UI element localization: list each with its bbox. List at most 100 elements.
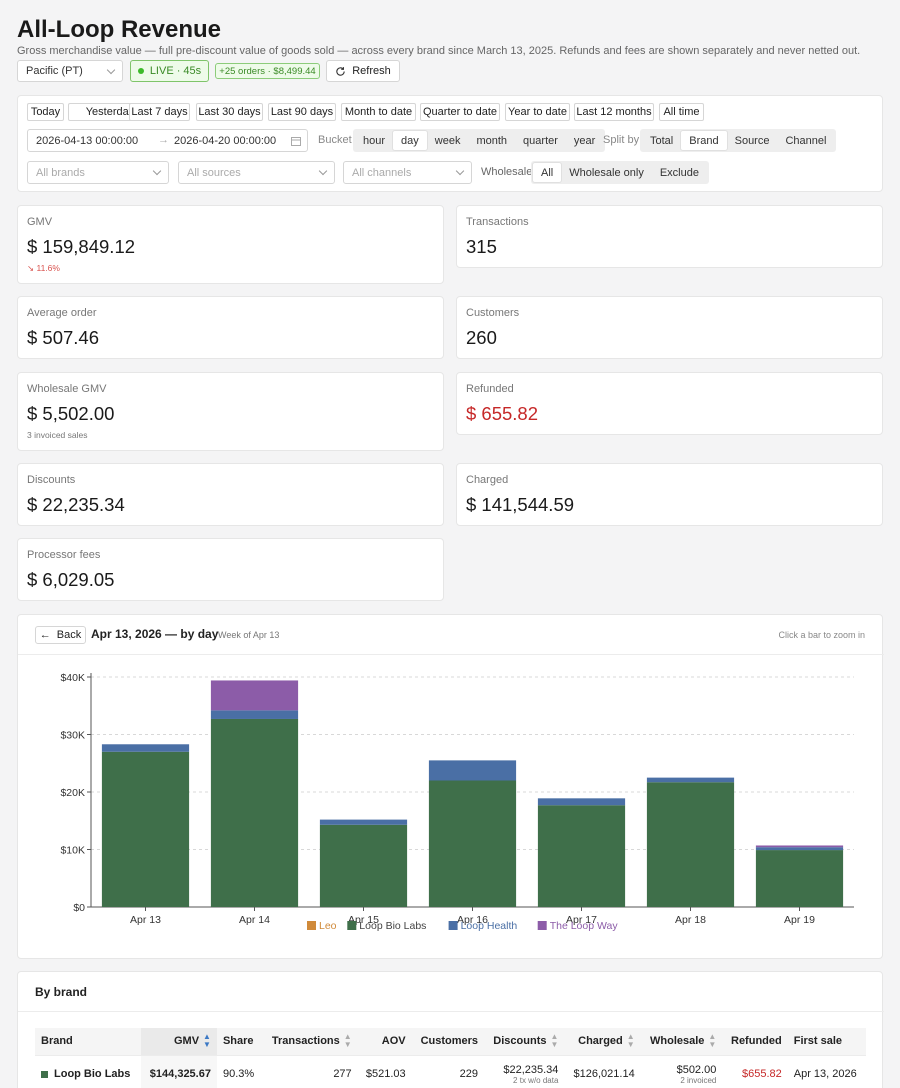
trend-down-badge: ↘ 11.6% <box>27 263 60 274</box>
col-wholesale-label: Wholesale <box>650 1035 705 1048</box>
bar-segment[interactable] <box>210 680 299 711</box>
calendar-icon <box>291 137 301 146</box>
metric-average-order: Average order $ 507.46 <box>17 296 444 359</box>
x-tick-label: Apr 18 <box>675 914 706 926</box>
sort-desc-icon: ▲ ▼ <box>203 1032 211 1050</box>
preset-last-30-days[interactable]: Last 30 days <box>196 103 263 121</box>
bar-segment[interactable] <box>646 777 735 783</box>
bar-segment[interactable] <box>755 850 844 907</box>
metric-sub: 3 invoiced sales <box>27 430 88 440</box>
chevron-down-icon <box>106 65 116 74</box>
metric-value: $ 5,502.00 <box>27 403 115 424</box>
bar-segment[interactable] <box>428 760 517 781</box>
arrow-right-icon: → <box>158 134 169 146</box>
table-title: By brand <box>35 985 88 999</box>
col-wholesale[interactable]: Wholesale ▲ ▼ <box>640 1028 723 1055</box>
bar-segment[interactable] <box>537 798 626 806</box>
date-range-picker[interactable]: 2026-04-13 00:00:00 → 2026-04-20 00:00:0… <box>27 129 308 152</box>
col-customers[interactable]: Customers <box>411 1028 485 1055</box>
table-row[interactable]: Loop Bio Labs $144,325.67 90.3% 277 $521… <box>35 1054 866 1088</box>
col-transactions[interactable]: Transactions ▲ ▼ <box>262 1028 358 1055</box>
col-discounts[interactable]: Discounts ▲ ▼ <box>484 1028 565 1055</box>
bucket-week[interactable]: week <box>434 134 461 147</box>
wholesale-all[interactable]: All <box>533 163 562 182</box>
metric-charged: Charged $ 141,544.59 <box>456 463 883 526</box>
col-refunded[interactable]: Refunded <box>722 1028 788 1055</box>
metric-delta: 11.6% <box>36 263 60 273</box>
sources-select[interactable]: All sources <box>178 161 335 184</box>
back-button[interactable]: ← Back <box>35 626 86 644</box>
split-channel[interactable]: Channel <box>785 134 827 147</box>
x-tick-label: Apr 13 <box>130 914 161 926</box>
metric-value: 260 <box>466 327 497 348</box>
wholesale-only[interactable]: Wholesale only <box>569 166 644 179</box>
preset-last-90-days[interactable]: Last 90 days <box>268 103 336 121</box>
live-indicator[interactable]: LIVE · 45s <box>130 60 209 82</box>
bar-segment[interactable] <box>210 718 299 907</box>
bar-segment[interactable] <box>755 845 844 848</box>
brands-placeholder: All brands <box>36 166 85 179</box>
bar-segment[interactable] <box>210 710 299 719</box>
channels-select[interactable]: All channels <box>343 161 472 184</box>
preset-last-7-days[interactable]: Last 7 days <box>129 103 190 121</box>
preset-last-12-months[interactable]: Last 12 months <box>574 103 654 121</box>
timezone-select[interactable]: Pacific (PT) <box>17 60 123 82</box>
metric-label: Wholesale GMV <box>27 383 107 395</box>
metric-wholesale-gmv: Wholesale GMV $ 5,502.00 3 invoiced sale… <box>17 372 444 451</box>
preset-year-to-date[interactable]: Year to date <box>505 103 570 121</box>
col-gmv[interactable]: GMV ▲ ▼ <box>140 1028 217 1055</box>
sort-icon: ▲ ▼ <box>626 1032 635 1050</box>
bucket-year[interactable]: year <box>573 134 596 147</box>
col-share[interactable]: Share <box>216 1028 262 1055</box>
channels-placeholder: All channels <box>352 166 412 179</box>
bar-segment[interactable] <box>755 847 844 851</box>
x-tick-label: Apr 17 <box>566 914 597 926</box>
split-brand[interactable]: Brand <box>681 131 727 150</box>
date-start[interactable]: 2026-04-13 00:00:00 <box>36 135 139 147</box>
bar-segment[interactable] <box>319 824 408 907</box>
bucket-hour[interactable]: hour <box>363 134 386 147</box>
bar-segment[interactable] <box>428 780 517 908</box>
brands-select[interactable]: All brands <box>27 161 169 184</box>
bar-segment[interactable] <box>101 744 190 752</box>
metric-transactions: Transactions 315 <box>456 205 883 268</box>
timezone-value: Pacific (PT) <box>26 65 83 77</box>
new-orders-badge[interactable]: +25 orders · $8,499.44 <box>215 63 320 79</box>
split-total[interactable]: Total <box>650 134 674 147</box>
bar-segment[interactable] <box>101 751 190 907</box>
chart-subtitle: Week of Apr 13 <box>218 630 280 640</box>
cell-customers: 229 <box>411 1054 485 1088</box>
bar-segment[interactable] <box>646 782 735 907</box>
bucket-quarter[interactable]: quarter <box>523 134 558 147</box>
col-charged[interactable]: Charged ▲ ▼ <box>564 1028 641 1055</box>
bar-segment[interactable] <box>537 805 626 907</box>
sources-placeholder: All sources <box>187 166 241 179</box>
cell-brand: Loop Bio Labs <box>35 1054 141 1088</box>
date-end[interactable]: 2026-04-20 00:00:00 <box>174 135 277 147</box>
bucket-day[interactable]: day <box>393 131 427 150</box>
legend-label: Leo <box>319 920 337 932</box>
chevron-down-icon <box>318 166 328 176</box>
preset-quarter-to-date[interactable]: Quarter to date <box>420 103 500 121</box>
col-brand[interactable]: Brand <box>35 1028 141 1055</box>
col-first-sale[interactable]: First sale <box>787 1028 866 1055</box>
back-label: Back <box>56 629 82 641</box>
cell-discounts: $22,235.34 2 tx w/o data <box>484 1054 565 1088</box>
legend-label: The Loop Way <box>550 920 619 932</box>
bucket-month[interactable]: month <box>476 134 508 147</box>
bar-segment[interactable] <box>319 819 408 825</box>
preset-today[interactable]: Today <box>27 103 64 121</box>
legend-swatch <box>537 921 547 930</box>
col-aov[interactable]: AOV <box>357 1028 412 1055</box>
refresh-button[interactable]: Refresh <box>326 60 400 82</box>
legend-swatch <box>448 921 458 930</box>
legend-label: Loop Health <box>461 920 518 932</box>
split-source[interactable]: Source <box>734 134 770 147</box>
wholesale-exclude[interactable]: Exclude <box>659 166 699 179</box>
chart-title: Apr 13, 2026 — by day <box>91 627 219 641</box>
sort-icon: ▲ ▼ <box>550 1032 559 1050</box>
preset-all-time[interactable]: All time <box>659 103 704 121</box>
preset-month-to-date[interactable]: Month to date <box>341 103 416 121</box>
metric-value: $ 655.82 <box>466 403 539 424</box>
